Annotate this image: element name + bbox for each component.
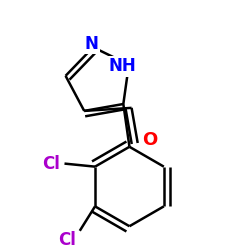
Text: N: N — [85, 34, 98, 52]
Text: Cl: Cl — [58, 231, 76, 249]
Text: O: O — [142, 131, 158, 149]
Text: NH: NH — [108, 57, 136, 75]
Text: Cl: Cl — [42, 154, 60, 172]
